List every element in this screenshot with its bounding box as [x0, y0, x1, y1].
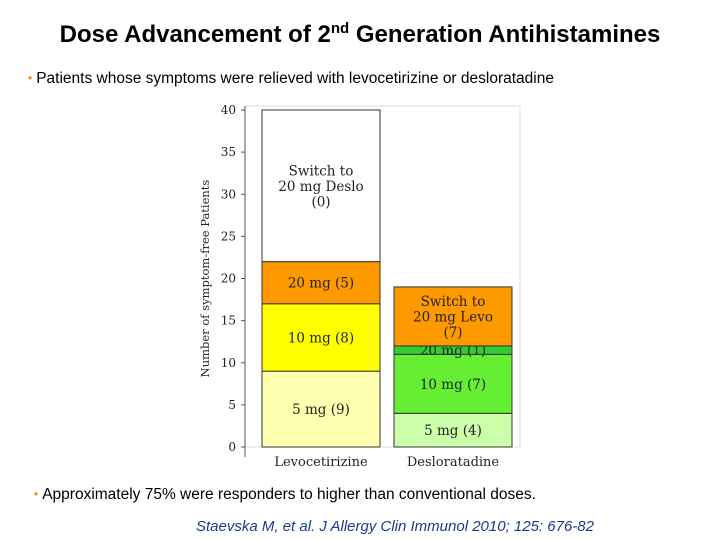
bar-segment: [393, 412, 513, 448]
segment-label: Switch to 20 mg Levo (7): [413, 294, 493, 341]
citation: Staevska M, et al. J Allergy Clin Immuno…: [196, 518, 594, 535]
segment-label: 10 mg (7): [420, 377, 486, 393]
slide-title: Dose Advancement of 2nd Generation Antih…: [59, 20, 661, 48]
y-tick-label: 0: [228, 440, 236, 454]
bar-segment: [393, 353, 513, 414]
x-tick-label: Levocetirizine: [274, 455, 368, 470]
bullet-dot: •: [34, 487, 39, 501]
bar-segment: [393, 286, 513, 347]
bullet-responders: • Approximately 75% were responders to hi…: [34, 486, 536, 504]
segment-label: 5 mg (4): [424, 423, 482, 439]
y-tick-label: 30: [221, 187, 236, 201]
segment-label: 5 mg (9): [292, 402, 350, 418]
segment-label: 10 mg (8): [288, 330, 354, 346]
y-tick-label: 40: [221, 103, 236, 117]
y-tick-label: 5: [228, 398, 236, 412]
x-tick-label: Desloratadine: [407, 455, 500, 470]
bullet-text: Approximately 75% were responders to hig…: [42, 486, 536, 503]
y-tick-label: 35: [221, 145, 236, 159]
segment-label: 20 mg (1): [420, 343, 486, 359]
y-tick-label: 25: [221, 229, 236, 243]
bullet-text: Patients whose symptoms were relieved wi…: [36, 70, 554, 87]
segment-label: 20 mg (5): [288, 276, 354, 292]
segment-label: Switch to 20 mg Deslo (0): [278, 163, 363, 210]
y-axis-label: Number of symptom-free Patients: [198, 180, 212, 378]
bar-segment: [261, 370, 381, 448]
bar-segment: [261, 303, 381, 372]
y-tick-label: 20: [221, 272, 236, 286]
bullet-symptoms-relieved: • Patients whose symptoms were relieved w…: [28, 70, 554, 88]
bar-segment: [261, 109, 381, 263]
y-tick-label: 10: [221, 356, 236, 370]
bullet-dot: •: [28, 71, 33, 85]
y-tick-label: 15: [221, 314, 236, 328]
